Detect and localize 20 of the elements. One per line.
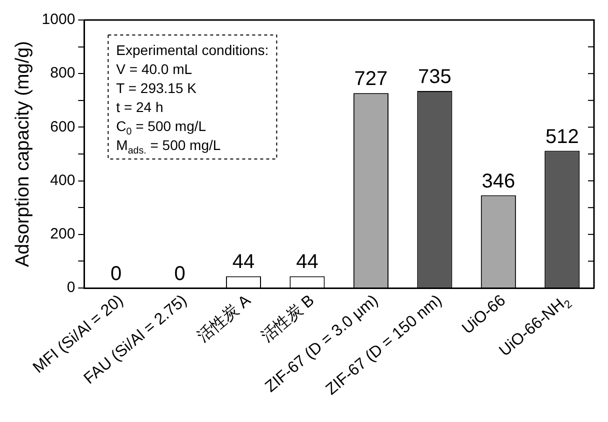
data-label: 346	[482, 170, 516, 192]
y-tick-label: 0	[66, 279, 76, 296]
data-label: 44	[232, 251, 255, 274]
data-label: 44	[296, 251, 318, 274]
y-tick-label: 600	[50, 118, 76, 136]
y-axis-title: Adsorption capacity (mg/g)	[12, 41, 34, 267]
y-tick-label: 400	[50, 172, 76, 189]
data-label: 735	[418, 66, 452, 88]
y-tick-label: 200	[50, 226, 76, 243]
annotation: t = 24 h	[116, 99, 164, 115]
annotation: T = 293.15 K	[116, 80, 198, 96]
data-label: 727	[354, 68, 388, 90]
annotation: Experimental conditions:	[116, 42, 269, 58]
data-label: 512	[545, 126, 579, 148]
y-tick-label: 1000	[42, 11, 76, 28]
x-tick-label: 活性炭 A	[194, 291, 254, 346]
annotation: V = 40.0 mL	[116, 61, 192, 77]
y-tick-label: 800	[50, 64, 76, 82]
data-label: 0	[174, 263, 186, 285]
data-label: 0	[110, 263, 122, 285]
